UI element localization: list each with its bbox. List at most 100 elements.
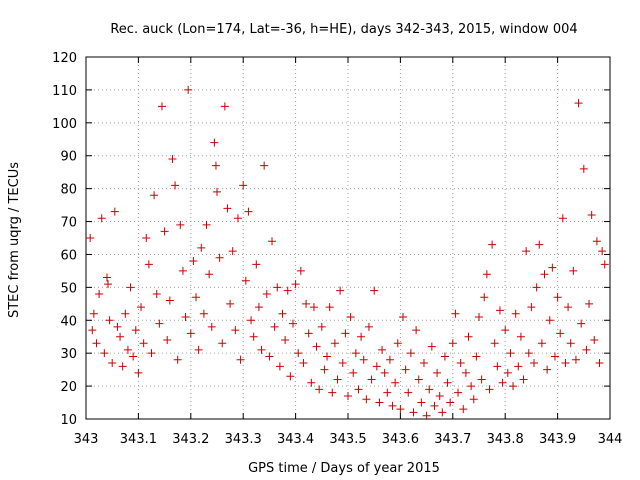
- data-point-plus: [461, 368, 470, 377]
- data-point-plus: [354, 385, 363, 394]
- data-point-plus: [430, 401, 439, 410]
- data-point-plus: [244, 207, 253, 216]
- data-point-plus: [309, 303, 318, 312]
- data-point-plus: [184, 85, 193, 94]
- data-point-plus: [157, 102, 166, 111]
- data-point-plus: [545, 316, 554, 325]
- data-point-plus: [236, 355, 245, 364]
- data-point-plus: [186, 329, 195, 338]
- data-point-plus: [97, 214, 106, 223]
- data-point-plus: [556, 329, 565, 338]
- data-point-plus: [524, 349, 533, 358]
- data-point-plus: [302, 299, 311, 308]
- data-point-plus: [142, 234, 151, 242]
- data-point-plus: [598, 247, 607, 256]
- data-point-plus: [197, 243, 206, 252]
- data-point-plus: [454, 388, 463, 397]
- data-point-plus: [396, 405, 405, 414]
- data-point-plus: [600, 260, 609, 269]
- data-point-plus: [357, 332, 366, 341]
- data-point-plus: [501, 326, 510, 335]
- data-point-plus: [150, 191, 159, 200]
- data-point-plus: [509, 382, 518, 391]
- data-point-plus: [535, 240, 544, 249]
- data-point-plus: [388, 401, 397, 410]
- data-point-plus: [375, 398, 384, 407]
- data-point-plus: [401, 365, 410, 374]
- data-point-plus: [393, 339, 402, 348]
- data-point-plus: [404, 388, 413, 397]
- data-point-plus: [265, 352, 274, 361]
- y-tick-label: 50: [60, 281, 77, 296]
- data-point-plus: [328, 388, 337, 397]
- data-point-plus: [477, 375, 486, 384]
- data-point-plus: [113, 322, 122, 331]
- data-point-plus: [412, 326, 421, 335]
- data-point-plus: [249, 332, 258, 341]
- data-point-plus: [582, 345, 591, 354]
- data-point-plus: [362, 395, 371, 404]
- chart-title: Rec. auck (Lon=174, Lat=-36, h=HE), days…: [110, 22, 577, 37]
- data-point-plus: [530, 359, 539, 368]
- data-point-plus: [88, 326, 97, 335]
- data-point-plus: [493, 362, 502, 371]
- data-point-plus: [210, 138, 219, 147]
- data-point-plus: [378, 345, 387, 354]
- data-point-plus: [215, 253, 224, 262]
- data-point-plus: [475, 312, 483, 321]
- data-point-plus: [241, 276, 250, 285]
- data-point-plus: [171, 181, 180, 190]
- x-axis-label: GPS time / Days of year 2015: [248, 461, 440, 476]
- data-point-plus: [330, 339, 339, 348]
- x-tick-label: 343.3: [225, 432, 262, 447]
- x-tick-label: 343.7: [434, 432, 471, 447]
- data-point-plus: [592, 237, 601, 246]
- data-point-plus: [152, 289, 161, 298]
- data-point-plus: [338, 359, 347, 368]
- data-point-plus: [459, 405, 468, 414]
- data-point-plus: [123, 345, 132, 354]
- data-point-plus: [257, 345, 266, 354]
- data-point-plus: [165, 296, 174, 305]
- x-tick-label: 343.4: [277, 432, 314, 447]
- data-point-plus: [558, 214, 567, 223]
- data-point-plus: [233, 214, 242, 223]
- x-axis-ticks: 343 343.1 343.2 343.3 343.4 343.5 343.6 343.7 34…: [74, 57, 623, 447]
- data-point-plus: [577, 319, 586, 328]
- data-point-plus: [482, 270, 491, 279]
- data-point-plus: [102, 273, 111, 282]
- data-point-plus: [516, 332, 525, 341]
- data-point-plus: [207, 322, 216, 331]
- data-point-plus: [333, 375, 342, 384]
- data-point-plus: [467, 382, 476, 391]
- data-point-plus: [385, 355, 394, 364]
- x-tick-label: 343.2: [172, 432, 209, 447]
- data-point-plus: [192, 293, 201, 302]
- data-point-plus: [273, 283, 282, 292]
- data-point-plus: [176, 220, 185, 229]
- data-point-plus: [299, 359, 308, 368]
- x-tick-label: 344: [598, 432, 623, 447]
- data-point-plus: [317, 322, 326, 331]
- data-point-plus: [380, 368, 389, 377]
- data-point-plus: [173, 355, 182, 364]
- data-point-plus: [307, 378, 316, 387]
- data-point-plus: [286, 372, 295, 381]
- y-axis-label: STEC from uqrg / TECUs: [7, 162, 22, 318]
- data-point-plus: [498, 378, 507, 387]
- data-point-plus: [92, 339, 101, 348]
- data-point-plus: [472, 352, 481, 361]
- data-point-plus: [427, 342, 436, 351]
- data-point-plus: [294, 349, 303, 358]
- data-point-plus: [464, 332, 473, 341]
- data-point-plus: [435, 391, 444, 400]
- data-point-plus: [199, 309, 208, 318]
- data-point-plus: [211, 161, 220, 170]
- data-point-plus: [433, 368, 442, 377]
- data-point-plus: [312, 342, 321, 351]
- x-tick-label: 343.6: [382, 432, 419, 447]
- y-tick-label: 110: [52, 84, 77, 99]
- data-point-plus: [587, 210, 596, 219]
- data-point-plus: [364, 322, 373, 331]
